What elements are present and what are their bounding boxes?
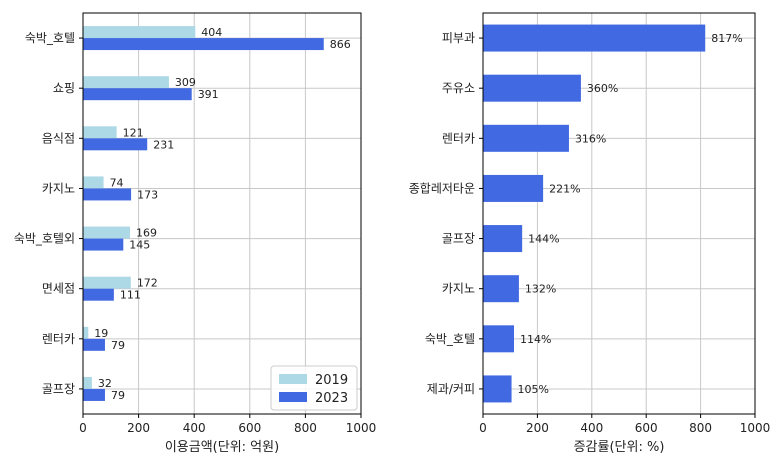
bar-value-label: 169 [136, 227, 157, 240]
bar-value-label: 105% [518, 383, 549, 396]
bar [83, 38, 324, 51]
x-tick-label: 800 [689, 421, 712, 435]
category-label: 주유소 [442, 81, 475, 95]
category-label: 제과/커피 [427, 382, 475, 396]
x-tick-label: 0 [79, 421, 87, 435]
category-label: 면세점 [42, 282, 75, 296]
bar [83, 338, 105, 351]
bar-value-label: 79 [111, 339, 125, 352]
bar [83, 326, 89, 339]
x-tick-label: 600 [238, 421, 261, 435]
bar-value-label: 231 [153, 138, 174, 151]
legend: 2019 2023 [270, 365, 358, 411]
bar [483, 124, 569, 152]
bar [83, 138, 148, 151]
x-tick-label: 400 [580, 421, 603, 435]
x-tick-label: 600 [635, 421, 658, 435]
bar [83, 188, 132, 201]
plot-frame [482, 12, 756, 415]
bar-value-label: 145 [129, 239, 150, 252]
bar [483, 225, 523, 253]
legend-swatch [279, 374, 307, 384]
bar-value-label: 19 [94, 327, 108, 340]
bar-value-label: 173 [137, 188, 158, 201]
category-label: 음식점 [42, 131, 75, 145]
bar [483, 375, 512, 403]
category-label: 렌터카 [442, 131, 475, 145]
x-tick-label: 800 [294, 421, 317, 435]
bar-value-label: 866 [330, 38, 351, 51]
x-axis-title: 증감률(단위: %) [574, 440, 665, 455]
bar-value-label: 111 [120, 289, 141, 302]
bar [83, 76, 169, 89]
right-chart-panel: 817% 360% 316% 221% 144% 132% 114% 105% 0 200 400 6… [409, 12, 771, 455]
bar-value-label: 132% [525, 283, 556, 296]
bar [83, 226, 130, 239]
bar [483, 74, 581, 102]
category-label: 골프장 [442, 232, 475, 246]
bar-value-label: 144% [528, 233, 559, 246]
bar [483, 174, 544, 202]
category-label: 쇼핑 [53, 81, 75, 95]
bar-value-label: 221% [549, 182, 580, 195]
bar-value-label: 309 [175, 76, 196, 89]
category-label: 카지노 [42, 181, 75, 195]
bar-value-label: 391 [198, 88, 219, 101]
bar [83, 288, 114, 301]
bar-value-label: 79 [111, 389, 125, 402]
category-label: 숙박_호텔 [25, 31, 75, 45]
category-label: 종합레저타운 [409, 181, 475, 195]
category-label: 피부과 [442, 31, 475, 45]
bar [483, 24, 706, 52]
bar-value-label: 32 [98, 377, 112, 390]
bar [83, 88, 192, 101]
legend-label: 2019 [315, 373, 348, 388]
category-label: 렌터카 [42, 332, 75, 346]
category-label: 카지노 [442, 282, 475, 296]
bar-value-label: 404 [201, 26, 222, 39]
x-tick-label: 0 [479, 421, 487, 435]
category-label: 숙박_호텔 [425, 332, 475, 346]
bar [483, 275, 519, 303]
bar-value-label: 74 [110, 176, 124, 189]
x-axis-title: 이용금액(단위: 억원) [165, 440, 279, 455]
bar [83, 238, 124, 251]
x-tick-label: 1000 [740, 421, 771, 435]
bar-value-label: 360% [587, 82, 618, 95]
bar [83, 376, 92, 389]
plot-frame [82, 12, 362, 415]
bar-value-label: 316% [575, 132, 606, 145]
legend-label: 2023 [315, 391, 348, 406]
category-label: 골프장 [42, 382, 75, 396]
x-tick-label: 400 [183, 421, 206, 435]
bar-value-label: 817% [711, 32, 742, 45]
bar-value-label: 114% [520, 333, 551, 346]
bar [483, 325, 515, 353]
x-tick-label: 1000 [346, 421, 377, 435]
x-tick-label: 200 [127, 421, 150, 435]
bar [83, 126, 117, 139]
legend-swatch [279, 392, 307, 402]
bar-value-label: 121 [123, 126, 144, 139]
left-chart-panel: 404 309 121 74 169 172 19 32 866 391 231 173 145 111 7… [14, 12, 377, 455]
bar [83, 26, 196, 39]
category-label: 숙박_호텔외 [14, 232, 75, 246]
x-tick-label: 200 [526, 421, 549, 435]
bar [83, 176, 104, 189]
bar [83, 276, 131, 289]
bar-value-label: 172 [137, 277, 158, 290]
bar [83, 388, 105, 401]
